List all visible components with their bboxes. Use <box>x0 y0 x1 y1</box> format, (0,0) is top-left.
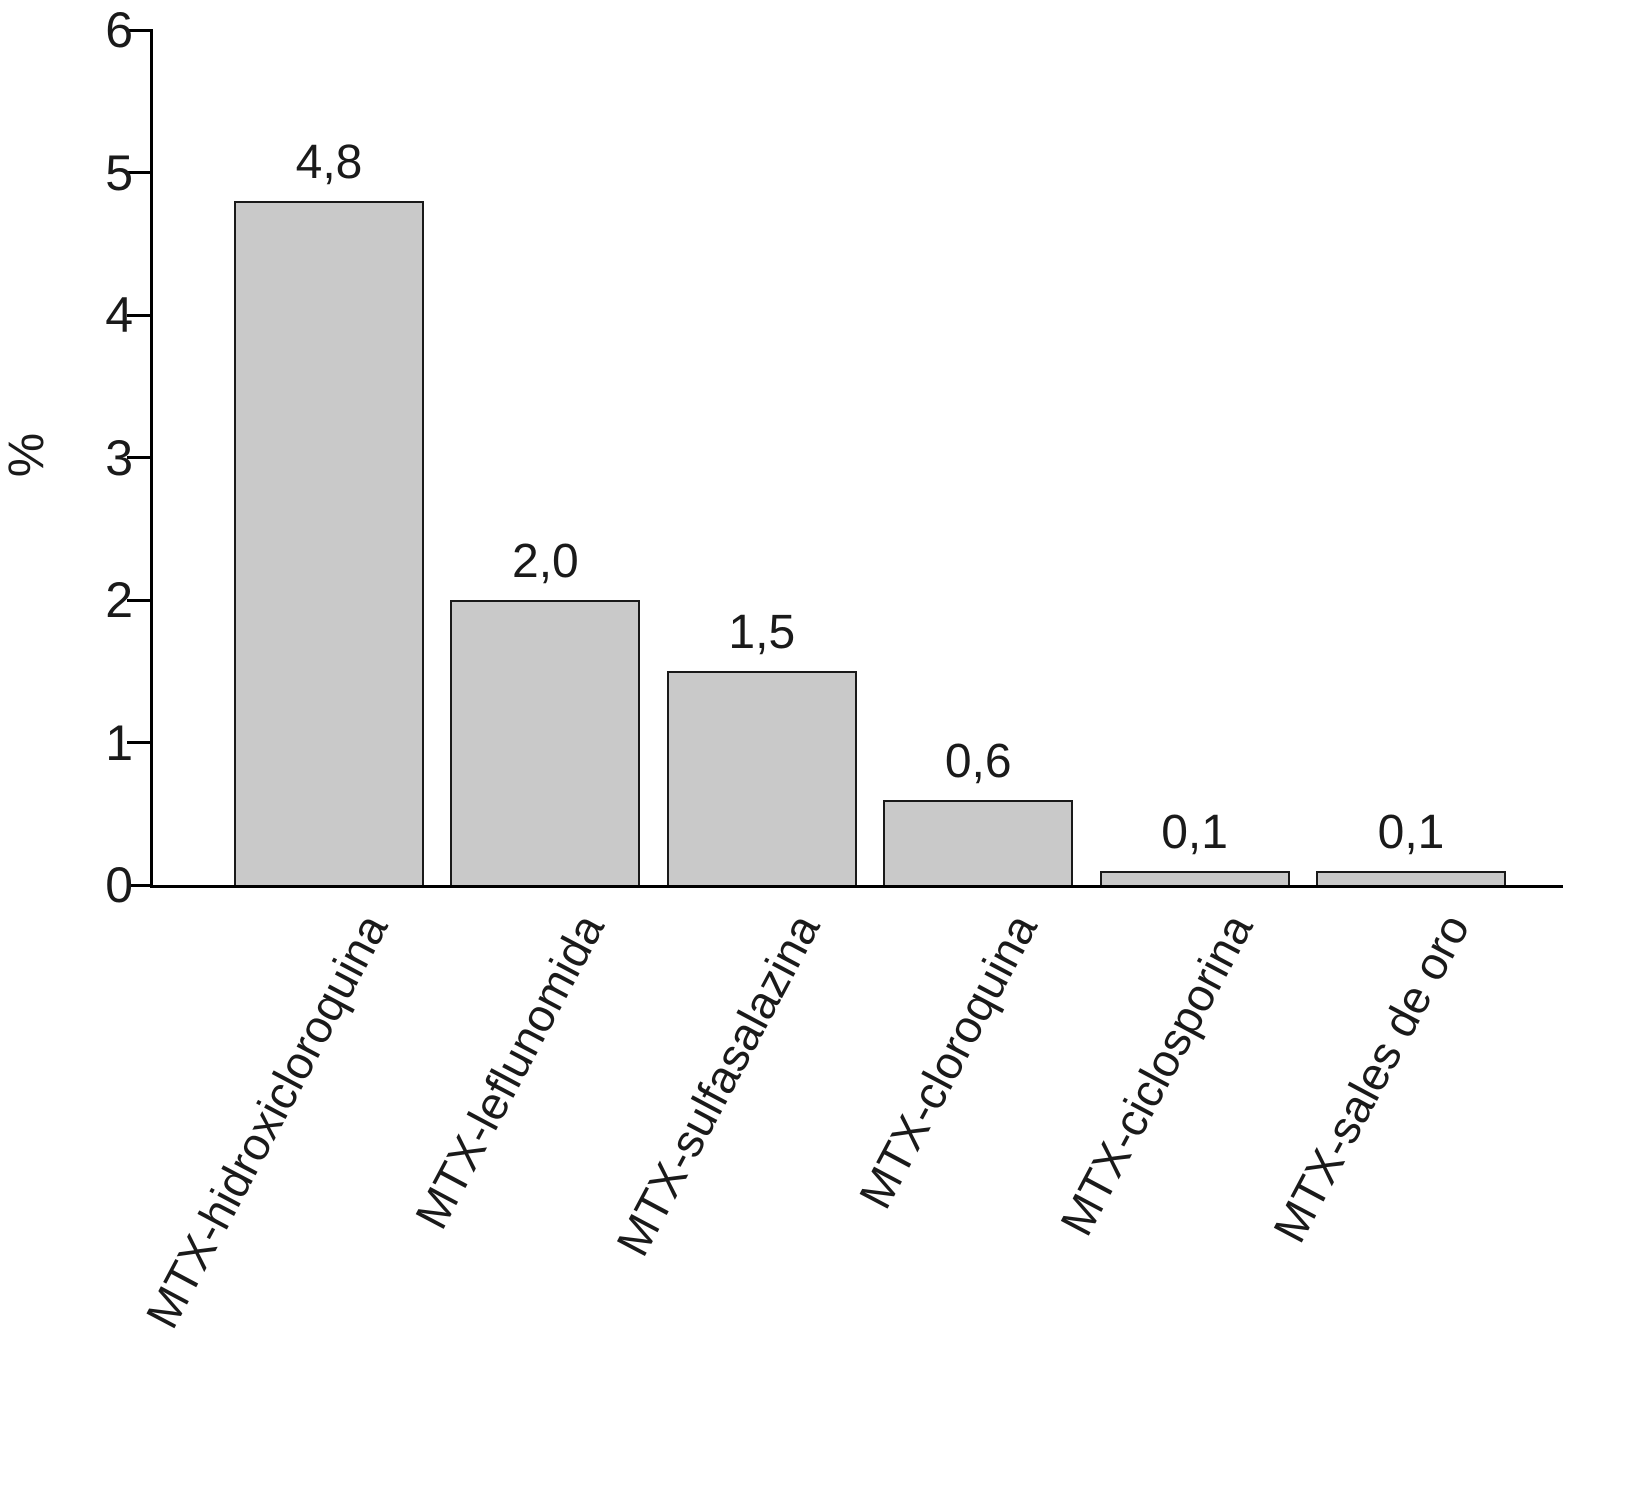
plot-area: 0 1 2 3 4 5 6 4,8 MTX-hidroxicloroquina 2,0 MTX-le… <box>105 5 1563 1336</box>
y-tick-label: 1 <box>105 714 133 771</box>
y-tick <box>127 741 153 744</box>
y-tick <box>127 456 153 459</box>
y-tick-label: 6 <box>105 2 133 58</box>
y-tick <box>127 598 153 602</box>
bar-value-label: 0,1 <box>1161 805 1228 859</box>
y-tick-label: 4 <box>105 287 133 343</box>
bar-value-label: 2,0 <box>512 535 579 588</box>
x-category-label: MTX-sulfasalazina <box>606 905 831 1265</box>
bar <box>1316 870 1506 885</box>
x-category-label: MTX-hidroxicloroquina <box>135 905 398 1337</box>
x-category-label: MTX-leflunomida <box>404 905 614 1237</box>
y-tick <box>127 313 153 317</box>
x-category-label: MTX-sales de oro <box>1262 905 1480 1251</box>
bar-value-label: 0,1 <box>1377 805 1445 859</box>
y-tick <box>127 28 153 32</box>
y-tick <box>127 883 153 887</box>
bar <box>450 600 641 885</box>
bar-value-label: 4,8 <box>295 136 363 189</box>
bar <box>234 201 424 885</box>
y-tick <box>127 171 153 174</box>
bar <box>666 671 857 885</box>
bar <box>883 799 1074 885</box>
y-axis-label: % <box>0 432 55 478</box>
x-category-label: MTX-cloroquina <box>848 905 1047 1217</box>
bar <box>1099 870 1290 885</box>
y-tick-label: 2 <box>105 572 133 628</box>
y-tick-label: 0 <box>105 857 133 913</box>
y-tick-label: 3 <box>105 429 133 486</box>
bar-value-label: 1,5 <box>728 606 796 660</box>
x-category-label: MTX-ciclosporina <box>1050 905 1263 1244</box>
y-tick-label: 5 <box>105 144 133 201</box>
bar-value-label: 0,6 <box>944 734 1012 788</box>
